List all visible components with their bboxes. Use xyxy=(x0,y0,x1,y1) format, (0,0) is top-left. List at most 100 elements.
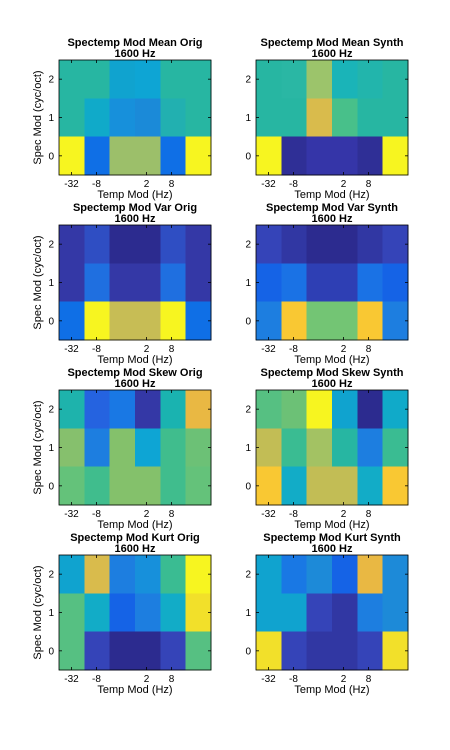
heatmap-cell xyxy=(135,390,161,429)
heatmap-cell xyxy=(256,98,282,138)
heatmap-cell xyxy=(306,428,333,468)
heatmap-cell xyxy=(382,466,409,506)
heatmap-cell xyxy=(109,390,136,429)
x-tick-label: -32 xyxy=(64,344,79,355)
heatmap-cell xyxy=(84,428,111,468)
x-axis-label: Temp Mod (Hz) xyxy=(294,684,369,696)
heatmap-cell xyxy=(59,301,85,341)
heatmap-cell xyxy=(135,631,161,671)
y-tick-label: 0 xyxy=(48,316,54,327)
heatmap-cell xyxy=(109,631,136,671)
heatmap-cell xyxy=(332,390,358,429)
y-tick-label: 1 xyxy=(245,443,251,454)
heatmap-cell xyxy=(256,428,282,468)
heatmap-cell xyxy=(84,60,111,99)
heatmap-cell xyxy=(84,555,111,594)
chart-subtitle: 1600 Hz xyxy=(115,543,156,555)
y-axis-label: Spec Mod (cyc/oct) xyxy=(32,400,44,494)
heatmap-cell xyxy=(357,593,384,633)
heatmap-cell xyxy=(382,301,409,341)
x-tick-label: 8 xyxy=(169,509,175,520)
x-tick-label: 2 xyxy=(341,344,347,355)
heatmap-cell xyxy=(84,98,111,138)
heatmap-cell xyxy=(382,263,409,303)
heatmap-cell xyxy=(84,301,111,341)
x-tick-label: -8 xyxy=(289,179,298,190)
x-axis-label: Temp Mod (Hz) xyxy=(97,189,172,201)
heatmap-cell xyxy=(357,631,384,671)
x-axis-label: Temp Mod (Hz) xyxy=(97,354,172,366)
heatmap-cell xyxy=(357,390,384,429)
heatmap-cell xyxy=(357,225,384,264)
x-tick-label: 2 xyxy=(144,179,150,190)
heatmap-cell xyxy=(135,466,161,506)
heatmap-cell xyxy=(135,98,161,138)
heatmap-cell xyxy=(160,631,187,671)
heatmap-cell xyxy=(59,225,85,264)
heatmap-cell xyxy=(281,555,308,594)
y-axis-label: Spec Mod (cyc/oct) xyxy=(32,565,44,659)
heatmap-cell xyxy=(160,301,187,341)
chart-title: Spectemp Mod Mean Orig xyxy=(67,37,202,49)
heatmap-cell xyxy=(160,428,187,468)
x-axis-label: Temp Mod (Hz) xyxy=(294,354,369,366)
heatmap-cell xyxy=(84,593,111,633)
heatmap-cell xyxy=(357,301,384,341)
x-axis-label: Temp Mod (Hz) xyxy=(294,519,369,531)
heatmap-cell xyxy=(256,60,282,99)
heatmap-cell xyxy=(59,593,85,633)
heatmap-cell xyxy=(281,593,308,633)
heatmap-cell xyxy=(357,466,384,506)
heatmap-cell xyxy=(59,60,85,99)
x-tick-label: -32 xyxy=(261,674,276,685)
heatmap-cell xyxy=(281,631,308,671)
x-tick-label: 2 xyxy=(341,674,347,685)
x-tick-label: -8 xyxy=(92,674,101,685)
heatmap-cell xyxy=(109,98,136,138)
y-tick-label: 0 xyxy=(48,646,54,657)
chart-subtitle: 1600 Hz xyxy=(312,213,353,225)
heatmap-cell xyxy=(59,390,85,429)
heatmap-cell xyxy=(281,98,308,138)
heatmap-cell xyxy=(109,263,136,303)
y-tick-label: 2 xyxy=(48,75,54,86)
heatmap-cell xyxy=(382,428,409,468)
x-tick-label: -8 xyxy=(92,509,101,520)
heatmap-cell xyxy=(357,428,384,468)
y-axis-label: Spec Mod (cyc/oct) xyxy=(32,70,44,164)
chart-title: Spectemp Mod Var Synth xyxy=(266,202,398,214)
heatmap-cell xyxy=(59,136,85,176)
heatmap-cell xyxy=(332,225,358,264)
heatmap-cell xyxy=(160,390,187,429)
x-tick-label: 8 xyxy=(169,344,175,355)
x-tick-label: -32 xyxy=(261,509,276,520)
heatmap-cell xyxy=(306,555,333,594)
heatmap-cell xyxy=(160,555,187,594)
heatmap-cell xyxy=(109,555,136,594)
heatmap-cell xyxy=(306,225,333,264)
heatmap-cell xyxy=(109,136,136,176)
heatmap-cell xyxy=(382,390,409,429)
y-tick-label: 1 xyxy=(48,278,54,289)
heatmap-cell xyxy=(185,225,212,264)
y-tick-label: 0 xyxy=(245,481,251,492)
heatmap-cell xyxy=(382,98,409,138)
x-tick-label: 2 xyxy=(341,179,347,190)
heatmap-cell xyxy=(109,593,136,633)
chart-subtitle: 1600 Hz xyxy=(115,378,156,390)
heatmap-cell xyxy=(84,631,111,671)
heatmap-cell xyxy=(256,555,282,594)
x-tick-label: -32 xyxy=(64,179,79,190)
chart-title: Spectemp Mod Kurt Synth xyxy=(263,532,401,544)
y-tick-label: 1 xyxy=(48,113,54,124)
heatmap-cell xyxy=(160,593,187,633)
y-tick-label: 0 xyxy=(245,316,251,327)
x-tick-label: 2 xyxy=(341,509,347,520)
chart-title: Spectemp Mod Var Orig xyxy=(73,202,197,214)
heatmap-cell xyxy=(256,466,282,506)
x-axis-label: Temp Mod (Hz) xyxy=(97,684,172,696)
